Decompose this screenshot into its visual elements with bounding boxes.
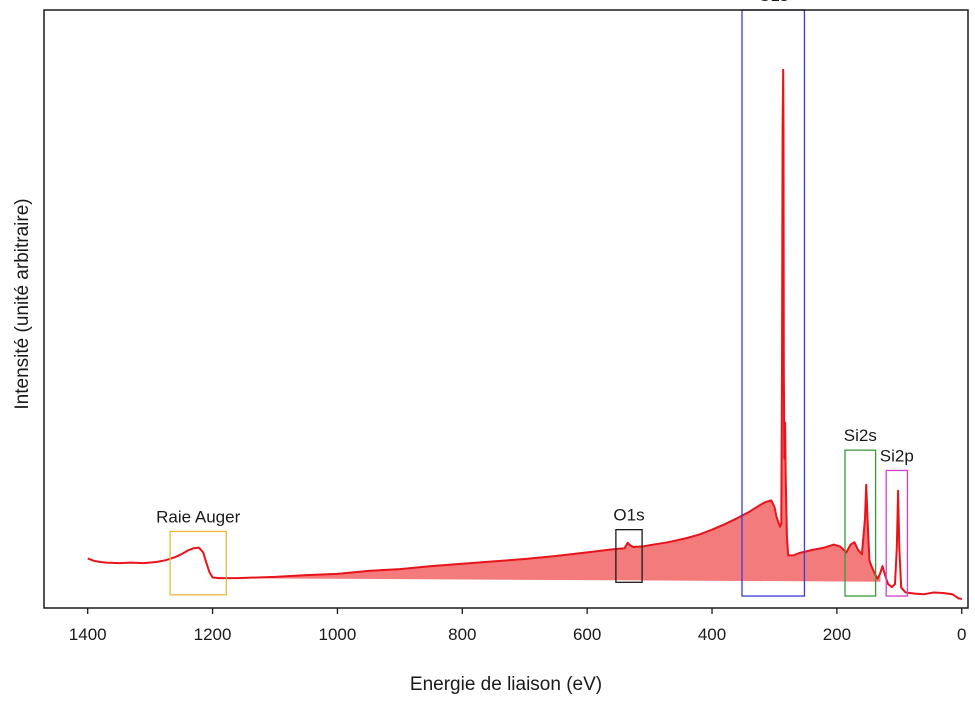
x-tick-label: 800	[448, 625, 476, 644]
x-tick-label: 600	[573, 625, 601, 644]
x-tick-label: 1000	[319, 625, 357, 644]
x-tick-label: 1400	[69, 625, 107, 644]
x-axis-label: Energie de liaison (eV)	[410, 674, 602, 695]
x-tick-label: 0	[957, 625, 966, 644]
annotation-box-si2s	[844, 449, 877, 597]
plot-frame	[43, 9, 969, 609]
annotation-box-o1s	[615, 529, 643, 583]
x-tick-label: 400	[698, 625, 726, 644]
spectrum-line	[87, 68, 962, 600]
annotation-label-o1s: O1s	[613, 506, 644, 525]
annotation-box-raie-auger	[169, 530, 227, 596]
annotation-box-si2p	[885, 469, 909, 597]
x-axis-ticks: 1400 1200 1000 800 600 400 200 0	[69, 608, 966, 644]
annotation-label-si2s: Si2s	[844, 426, 877, 445]
spectrum-line-layer	[87, 68, 962, 600]
annotation-label-si2p: Si2p	[880, 446, 914, 465]
y-axis-label: Intensité (unité arbitraire)	[12, 198, 33, 409]
x-tick-label: 200	[823, 625, 851, 644]
annotation-label-c1s: C1s	[758, 0, 788, 5]
annotation-label-raie-auger: Raie Auger	[156, 507, 240, 526]
x-tick-label: 1200	[194, 625, 232, 644]
